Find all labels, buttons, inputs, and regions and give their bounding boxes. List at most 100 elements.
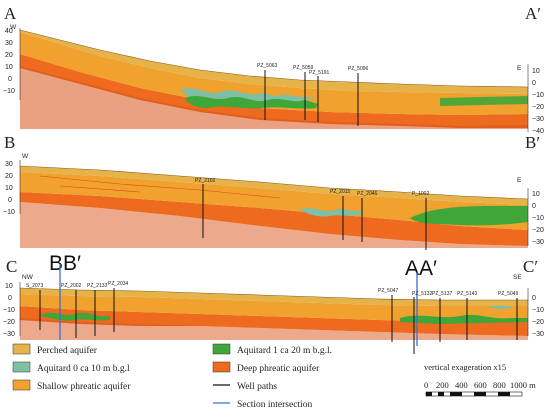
cc-well-label: PZ_2002: [61, 283, 82, 289]
legend-swatch-aquitard-1: [212, 343, 231, 355]
bb-right-tick: 0: [532, 203, 536, 210]
aa-left-tick: −10: [3, 88, 15, 95]
legend-label-intersection: Section intersection: [237, 400, 312, 410]
aa-left-tick: 10: [5, 64, 13, 71]
bb-shallow-aquifer: [20, 172, 528, 230]
section-cc-bb-intersection-label: BB′: [49, 252, 81, 275]
cc-right-tick: −30: [532, 331, 544, 338]
cc-shallow-aquifer: [20, 294, 528, 322]
scale-tick-label: 600: [474, 380, 487, 390]
section-cc-left-direction: NW: [22, 274, 34, 281]
section-aa-right-direction: E: [517, 65, 522, 72]
section-cc-right-direction: SE: [513, 274, 522, 281]
aa-aquitard-1: [185, 96, 318, 109]
bb-well-label: PZ_2102: [195, 178, 216, 184]
scale-tick-label: 400: [455, 380, 468, 390]
bb-deep-aquifer-dark: [20, 202, 528, 248]
aa-right-tick: −20: [532, 104, 544, 111]
bb-well-label: PZ_2046: [357, 191, 378, 197]
bb-left-tick: 20: [5, 173, 13, 180]
cc-right-tick: −10: [532, 307, 544, 314]
scale-tick-label: 200: [436, 380, 449, 390]
section-bb-right-label: B′: [525, 133, 540, 152]
cc-left-tick: −20: [3, 319, 15, 326]
bb-left-tick: 30: [5, 161, 13, 168]
vertical-exaggeration-note: vertical exageration x15: [424, 362, 506, 372]
cc-perched-aquifer: [20, 288, 528, 306]
aa-well-label: PZ_5191: [309, 70, 330, 76]
aa-right-tick: 10: [532, 68, 540, 75]
bb-left-tick: 0: [8, 197, 12, 204]
legend-swatch-aquitard-0: [12, 361, 31, 373]
cc-well-label: PZ_2034: [108, 281, 129, 287]
cc-right-tick: −20: [532, 319, 544, 326]
aa-deep-aquifer-dark: [20, 66, 528, 129]
cc-aquitard-1: [40, 312, 528, 324]
cc-deep-aquifer-dark: [20, 318, 528, 340]
legend-swatch-deep: [212, 361, 231, 373]
aa-right-tick: −40: [532, 128, 544, 135]
aa-well-label: PZ_5096: [348, 66, 369, 72]
section-aa: A A′ W E 40 30 20 10 0 −10 10 0 −10 −20 …: [3, 4, 544, 135]
legend-label-aquitard-0: Aquitard 0 ca 10 m b.g.l: [37, 364, 130, 374]
legend-label-aquitard-1: Aquitard 1 ca 20 m b.g.l.: [237, 346, 332, 356]
cc-deep-aquifer: [20, 306, 528, 336]
cc-left-tick: 10: [5, 283, 13, 290]
section-bb-left-label: B: [4, 133, 15, 152]
cc-well-label: PZ_5047: [378, 288, 399, 294]
bb-deep-aquifer: [20, 192, 528, 246]
aa-right-tick: −10: [532, 92, 544, 99]
section-aa-left-direction: W: [10, 24, 17, 31]
cc-well-label: PZ_5132: [412, 291, 433, 297]
cc-well-label: PZ_5143: [457, 291, 478, 297]
bb-aquitard-0: [300, 208, 362, 217]
aa-right-tick: 0: [532, 80, 536, 87]
aa-left-tick: 30: [5, 40, 13, 47]
bb-right-tick: −10: [532, 215, 544, 222]
aa-left-tick: 20: [5, 52, 13, 59]
section-bb-right-direction: E: [517, 177, 522, 184]
bb-perched-aquifer: [20, 166, 528, 205]
section-cc: C C′ NW SE BB′ AA′ 10 0 −10 −20 −30 0 −1…: [3, 252, 544, 354]
bb-well-label: P_1002: [412, 191, 429, 197]
bb-left-tick: −10: [3, 209, 15, 216]
legend-label-perched: Perched aquifer: [37, 345, 98, 356]
bb-right-tick: −20: [532, 227, 544, 234]
bb-left-tick: 10: [5, 185, 13, 192]
section-cc-left-label: C: [6, 257, 17, 276]
cc-left-tick: −30: [3, 331, 15, 338]
section-bb: B B′ W E 30 20 10 0 −10 10 0 −10 −20 −30…: [3, 133, 544, 250]
scale-tick-label: 800: [493, 380, 506, 390]
cc-left-tick: −10: [3, 307, 15, 314]
aa-aquitard-1-east: [440, 96, 528, 106]
legend: Perched aquifer Aquitard 0 ca 10 m b.g.l…: [12, 343, 536, 410]
legend-swatch-shallow: [12, 379, 31, 391]
scale-bar: [425, 391, 523, 397]
scale-tick-label: 1000 m: [510, 380, 536, 390]
section-aa-left-label: A: [4, 4, 17, 23]
aa-well-label: PZ_5063: [257, 63, 278, 69]
bb-right-tick: −30: [532, 239, 544, 246]
aa-shallow-aquifer: [20, 32, 528, 115]
aa-perched-aquifer: [20, 30, 528, 94]
section-cc-aa-intersection-label: AA′: [405, 257, 437, 280]
aa-left-tick: 40: [5, 28, 13, 35]
aa-right-tick: −30: [532, 116, 544, 123]
legend-label-shallow: Shallow phreatic aquifer: [37, 381, 131, 392]
bb-right-tick: 10: [532, 191, 540, 198]
cc-well-label: S_2073: [26, 283, 43, 289]
cc-well-label: PZ_5137: [432, 291, 453, 297]
legend-label-well: Well paths: [237, 382, 277, 392]
cc-left-tick: 0: [8, 295, 12, 302]
legend-swatch-perched: [12, 343, 31, 355]
cc-right-tick: 0: [532, 295, 536, 302]
section-cc-right-label: C′: [523, 257, 538, 276]
aa-well-label: PZ_5059: [293, 65, 314, 71]
cc-well-label: PZ_2133: [87, 283, 108, 289]
bb-aquitard-1: [410, 206, 528, 226]
section-aa-right-label: A′: [525, 4, 541, 23]
section-bb-left-direction: W: [22, 153, 29, 160]
bb-well-label: PZ_2015: [330, 189, 351, 195]
aa-left-tick: 0: [8, 76, 12, 83]
